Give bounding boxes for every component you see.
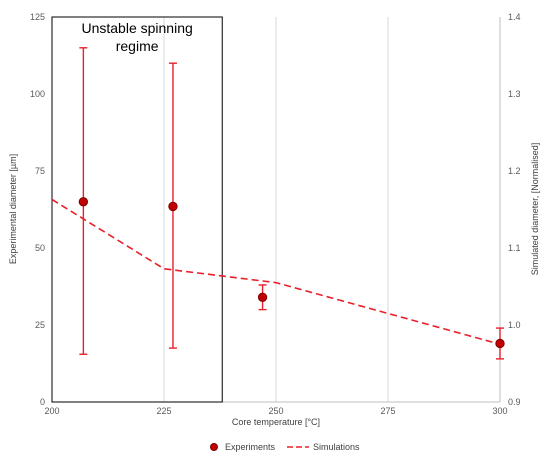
experiment-point <box>168 201 178 212</box>
unstable-regime-box <box>51 16 223 403</box>
y-tick-label: 125 <box>30 12 45 22</box>
y2-tick-label: 0.9 <box>508 397 521 407</box>
x-tick-label: 300 <box>492 406 507 416</box>
x-tick-label: 275 <box>380 406 395 416</box>
y2-tick-label: 1.1 <box>508 243 521 253</box>
experiment-point <box>78 197 89 207</box>
grid <box>163 17 389 402</box>
y2-tick-label: 1.4 <box>508 12 521 22</box>
y-axis-label: Experimental diameter [µm] <box>8 154 18 264</box>
series <box>51 47 505 360</box>
simulations-line <box>51 198 501 346</box>
annotation-line-1: Unstable spinning <box>81 20 192 36</box>
y-tick-label: 75 <box>35 166 45 176</box>
experiment-point <box>257 292 268 302</box>
legend: Experiments Simulations <box>210 442 360 452</box>
y-tick-label: 0 <box>40 397 45 407</box>
y2-tick-label: 1.0 <box>508 320 521 330</box>
y2-axis-label: Simulated diameter, [Normalised] <box>530 143 540 276</box>
x-tick-label: 250 <box>268 406 283 416</box>
legend-marker-experiments <box>210 443 218 451</box>
annotation-line-2: regime <box>116 38 159 54</box>
y2-tick-label: 1.2 <box>508 166 521 176</box>
y-tick-label: 50 <box>35 243 45 253</box>
annotation-box: Unstable spinning regime <box>51 16 223 403</box>
x-tick-label: 200 <box>44 406 59 416</box>
x-tick-label: 225 <box>156 406 171 416</box>
legend-label-simulations: Simulations <box>313 442 360 452</box>
x-axis-label: Core temperature [°C] <box>232 417 320 427</box>
y-tick-label: 100 <box>30 89 45 99</box>
y-tick-label: 25 <box>35 320 45 330</box>
tick-labels: 200 225 250 275 300 0 25 50 75 100 125 0.9 1.0 1.1 1.2… <box>30 12 521 416</box>
y2-tick-label: 1.3 <box>508 89 521 99</box>
experiment-point <box>495 338 505 349</box>
legend-label-experiments: Experiments <box>225 442 276 452</box>
